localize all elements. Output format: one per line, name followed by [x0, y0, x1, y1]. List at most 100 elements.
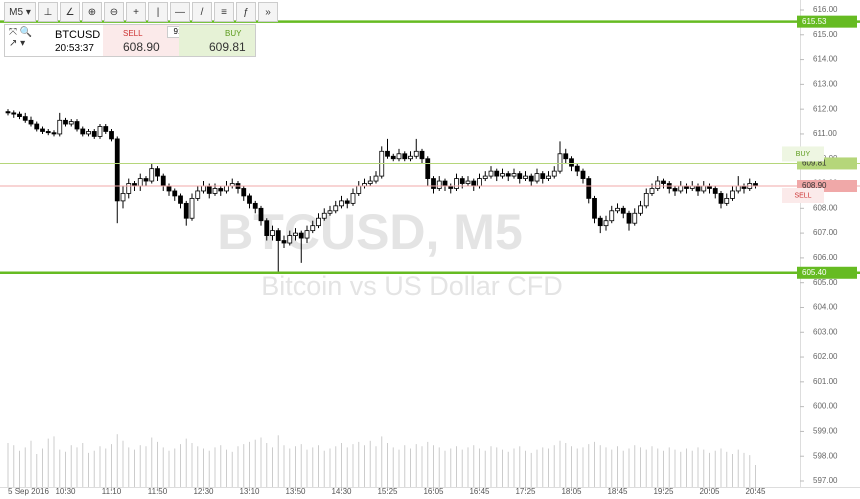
- candle-body: [718, 193, 724, 204]
- candle-body: [189, 197, 195, 219]
- candle-body: [57, 119, 63, 135]
- candle-body: [402, 153, 408, 160]
- candle-body: [592, 197, 597, 219]
- candle-body: [413, 150, 419, 157]
- sell-label: SELL: [123, 29, 143, 38]
- x-tick-label: 17:25: [515, 487, 536, 496]
- candle-body: [201, 185, 206, 192]
- candle-body: [137, 178, 143, 187]
- x-tick-label: 13:50: [285, 487, 306, 496]
- candle-body: [385, 150, 390, 157]
- x-tick-label: 12:30: [193, 487, 214, 496]
- x-tick-label: 5 Sep 2016: [8, 487, 49, 496]
- candle-body: [172, 190, 178, 197]
- tool[interactable]: /: [192, 2, 212, 22]
- candle-body: [97, 126, 103, 137]
- price-badge: [797, 15, 857, 28]
- candle-body: [22, 116, 28, 121]
- candle-body: [523, 175, 528, 179]
- candle-body: [109, 131, 114, 140]
- tool[interactable]: ƒ: [236, 2, 256, 22]
- candle-body: [626, 212, 632, 224]
- candle-body: [649, 188, 655, 194]
- x-tick-label: 11:50: [148, 487, 168, 496]
- candle-body: [367, 180, 373, 184]
- candle-body: [730, 190, 735, 199]
- x-tick-label: 18:45: [607, 487, 628, 496]
- tool[interactable]: ≡: [214, 2, 234, 22]
- candle-body: [603, 220, 609, 227]
- y-tick-label: 598.00: [813, 451, 838, 460]
- candle-body: [373, 175, 379, 182]
- tool[interactable]: |: [148, 2, 168, 22]
- candle-body: [195, 190, 201, 199]
- candle-body: [551, 170, 557, 177]
- tool[interactable]: +: [126, 2, 146, 22]
- candle-body: [465, 180, 471, 184]
- buy-button[interactable]: BUY 609.81: [179, 25, 255, 56]
- candle-body: [546, 175, 551, 179]
- price-axis-bg: [800, 0, 860, 499]
- candle-body: [17, 113, 22, 117]
- x-tick-label: 16:45: [469, 487, 490, 496]
- candle-body: [155, 168, 160, 177]
- tool[interactable]: »: [258, 2, 278, 22]
- tool[interactable]: ∠: [60, 2, 80, 22]
- candle-body: [620, 207, 626, 214]
- symbol: BTCUSD: [55, 29, 101, 41]
- x-tick-label: 18:05: [561, 487, 582, 496]
- candle-body: [396, 153, 402, 160]
- price-badge-label: 605.40: [802, 268, 827, 277]
- candle-body: [431, 178, 436, 189]
- candle-body: [114, 138, 120, 202]
- candle-body: [40, 128, 45, 132]
- tool[interactable]: ⊕: [82, 2, 102, 22]
- y-tick-label: 608.00: [813, 203, 838, 212]
- tool[interactable]: ⊥: [38, 2, 58, 22]
- price-badge-label: 608.90: [802, 181, 827, 190]
- y-tick-label: 611.00: [813, 129, 837, 138]
- candle-body: [712, 188, 718, 194]
- candle-body: [310, 225, 316, 232]
- candle-body: [166, 185, 172, 192]
- price-badge-label: 615.53: [802, 17, 827, 26]
- watermark-subtitle: Bitcoin vs US Dollar CFD: [261, 271, 563, 301]
- candle-body: [540, 173, 546, 179]
- candle-body: [408, 155, 413, 160]
- candle-body: [695, 185, 701, 192]
- level-tag: BUY: [796, 151, 811, 158]
- candle-body: [580, 170, 586, 179]
- candle-body: [488, 170, 494, 177]
- candle-body: [482, 175, 488, 179]
- x-tick-label: 13:10: [239, 487, 260, 496]
- candle-body: [655, 180, 661, 189]
- sell-button[interactable]: SELL 608.90: [103, 25, 179, 56]
- candle-body: [419, 150, 425, 160]
- timeframe: M5: [9, 6, 24, 18]
- candle-body: [126, 183, 132, 194]
- timeframe-select[interactable]: M5 ▾: [4, 2, 36, 22]
- candle-body: [586, 178, 592, 199]
- candle-body: [574, 165, 580, 172]
- candle-body: [454, 178, 459, 189]
- candle-body: [494, 170, 500, 177]
- toolbar: M5 ▾ ⊥ ∠ ⊕ ⊖ + | — / ≡ ƒ»: [4, 2, 278, 22]
- x-tick-label: 20:05: [699, 487, 720, 496]
- candle-body: [293, 232, 298, 236]
- y-tick-label: 606.00: [813, 253, 838, 262]
- candle-body: [609, 210, 615, 222]
- candle-body: [120, 193, 126, 202]
- candle-body: [143, 178, 149, 182]
- candle-body: [321, 212, 327, 219]
- tool[interactable]: ⊖: [104, 2, 124, 22]
- y-tick-label: 605.00: [813, 278, 838, 287]
- candle-body: [149, 168, 155, 182]
- tool[interactable]: —: [170, 2, 190, 22]
- candle-body: [275, 230, 281, 241]
- candle-body: [11, 112, 17, 115]
- x-tick-label: 15:25: [377, 487, 398, 496]
- trade-ticket: ⤧ 🔍 ↗ ▾ BTCUSD 20:53:37 SELL 608.90 91 BU…: [4, 24, 256, 57]
- candle-body: [218, 188, 224, 192]
- price-badge: [797, 266, 857, 279]
- candle-body: [80, 128, 86, 135]
